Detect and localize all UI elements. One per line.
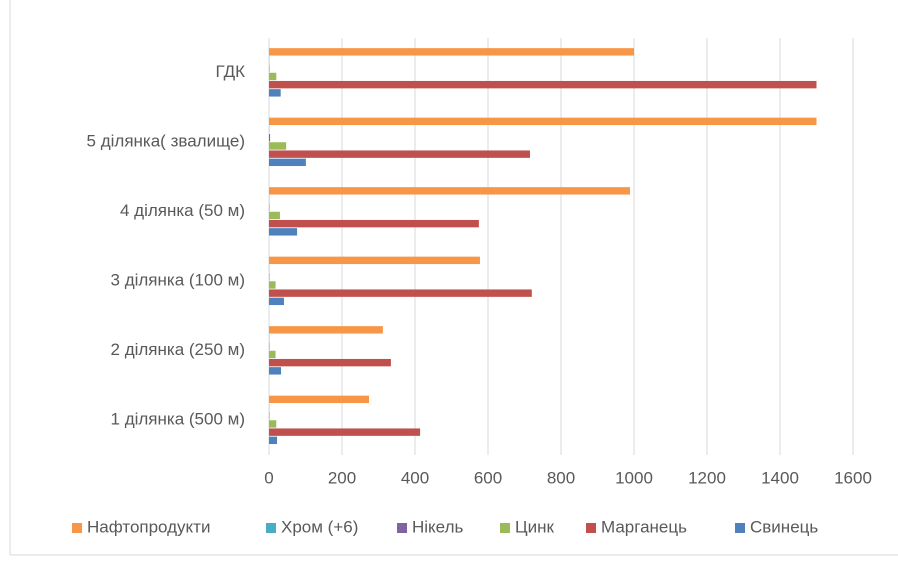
legend-swatch [72,523,82,533]
bar [269,350,276,359]
x-tick-label: 800 [547,468,575,487]
bar [269,358,391,367]
legend-label: Нікель [412,517,463,536]
bar [269,80,817,89]
bar [269,158,306,167]
x-tick-label: 1400 [761,468,799,487]
bar [269,436,278,445]
y-tick-label: 5 ділянка( звалище) [87,132,245,151]
bar [269,256,480,265]
y-tick-label: 4 ділянка (50 м) [120,201,245,220]
x-tick-label: 400 [401,468,429,487]
bar [269,428,421,436]
bar [269,326,383,334]
legend-label: Марганець [601,517,687,536]
bar [269,219,479,228]
legend-label: Свинець [750,517,818,536]
x-tick-label: 0 [264,468,273,487]
x-tick-label: 1000 [615,468,653,487]
bar [269,281,276,289]
bar [269,367,282,375]
legend-label: Нафтопродукти [87,517,210,536]
bar [269,420,277,428]
legend-label: Хром (+6) [281,517,358,536]
bar [269,89,281,97]
bar [269,289,532,297]
bar [269,142,287,150]
bar [269,117,817,126]
x-tick-label: 1200 [688,468,726,487]
bar [269,48,634,56]
y-tick-label: 2 ділянка (250 м) [111,340,245,359]
y-tick-label: 3 ділянка (100 м) [111,271,245,290]
legend-swatch [266,523,276,533]
x-tick-label: 200 [328,468,356,487]
legend-swatch [397,523,407,533]
bar [269,187,630,195]
legend-label: Цинк [515,517,554,536]
legend-swatch [500,523,510,533]
x-tick-label: 600 [474,468,502,487]
bar [269,72,277,81]
bar [269,150,530,158]
bar [269,228,298,236]
bar [269,395,370,404]
legend-swatch [735,523,745,533]
bar [269,297,284,306]
x-tick-label: 1600 [834,468,872,487]
y-tick-label: 1 ділянка (500 м) [111,410,245,429]
bar [269,134,271,142]
y-tick-label: ГДК [216,62,246,81]
bar [269,211,280,220]
legend-swatch [586,523,596,533]
